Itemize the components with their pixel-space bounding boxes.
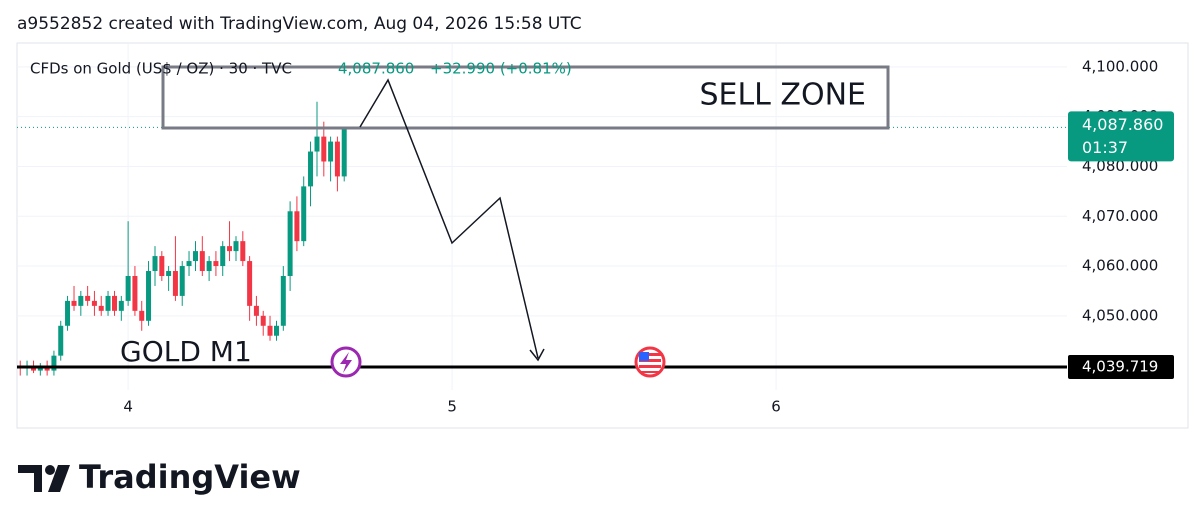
y-tick-label: 4,050.000: [1082, 306, 1158, 324]
candle-body: [247, 261, 253, 306]
hline-label: 4,039.719: [1082, 358, 1158, 376]
annotation: GOLD M1: [120, 335, 252, 368]
candle-body: [193, 251, 199, 262]
symbol: CFDs on Gold (US$ / OZ) · 30 · TVC: [30, 60, 292, 78]
candle-body: [118, 300, 124, 311]
candle-body: [186, 261, 192, 267]
candle-body: [233, 241, 239, 252]
chart-frame: [16, 42, 1189, 429]
legend-price: 4,087.860: [338, 60, 414, 78]
candle-body: [274, 325, 280, 336]
candle-body: [98, 305, 104, 311]
candle-body: [51, 355, 57, 371]
event-icon: [330, 346, 362, 378]
candle-body: [125, 275, 131, 301]
candle-body: [328, 141, 334, 162]
header: a9552852 created with TradingView.com, A…: [17, 14, 582, 34]
x-tick-label: 6: [771, 398, 781, 416]
candle-body: [287, 211, 293, 276]
x-tick-label: 5: [447, 398, 457, 416]
sell-zone-box: [161, 65, 890, 130]
arrow-head: [529, 348, 545, 362]
candle-body: [253, 305, 259, 316]
last-price-tag: [1068, 111, 1174, 162]
countdown: 01:37: [1082, 138, 1128, 157]
candle-body: [85, 295, 91, 301]
candle-body: [179, 266, 185, 296]
candle-body: [213, 261, 219, 267]
candle-body: [152, 256, 158, 272]
candle-body: [314, 136, 320, 152]
x-tick-label: 4: [123, 398, 133, 416]
y-tick-label: 4,080.000: [1082, 157, 1158, 175]
last-price-label: 4,087.860: [1082, 115, 1163, 134]
candle-body: [139, 310, 145, 321]
candle-body: [227, 246, 233, 252]
y-tick-label: 4,100.000: [1082, 57, 1158, 75]
y-tick-label: 4,070.000: [1082, 207, 1158, 225]
candle-body: [341, 127, 347, 177]
candle-body: [280, 275, 286, 326]
annotation: SELL ZONE: [699, 78, 866, 113]
candle-body: [146, 271, 152, 321]
candle-body: [220, 246, 226, 267]
candle-body: [199, 251, 205, 272]
candle-body: [71, 300, 77, 306]
flag-icon: [634, 346, 666, 378]
candle-body: [321, 136, 327, 162]
logo: TradingView: [18, 458, 301, 496]
logo-text: TradingView: [79, 458, 301, 496]
candle-body: [132, 275, 138, 311]
candle-body: [206, 261, 212, 272]
candle-body: [301, 186, 307, 242]
candle-body: [166, 271, 172, 276]
candle-body: [65, 300, 71, 326]
candle-body: [308, 151, 314, 187]
y-tick-label: 4,060.000: [1082, 257, 1158, 275]
candle-body: [334, 141, 340, 177]
candle-body: [172, 271, 178, 296]
hline-tag: [1068, 355, 1174, 380]
candle-body: [267, 325, 273, 336]
candle-body: [58, 325, 64, 356]
candle-body: [91, 300, 97, 306]
projection-path: [359, 78, 539, 359]
candle-body: [159, 256, 165, 276]
candle-body: [105, 295, 111, 311]
legend-change: +32.990 (+0.81%): [430, 60, 572, 78]
candle-body: [260, 315, 266, 326]
candle-body: [294, 211, 300, 242]
candle-body: [240, 241, 246, 262]
candle-body: [112, 295, 118, 311]
candle-body: [78, 295, 84, 306]
